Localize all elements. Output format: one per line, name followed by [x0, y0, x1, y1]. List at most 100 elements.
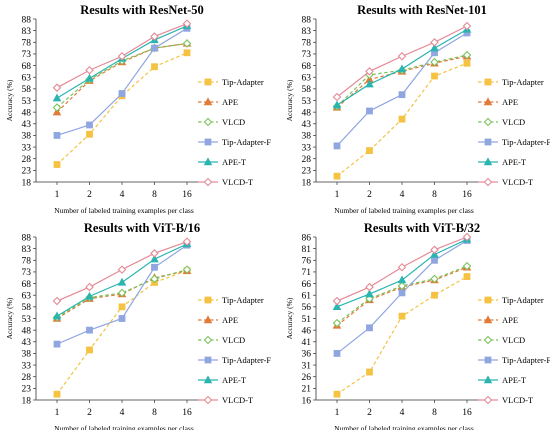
chart-panel-2: Results with ResNet-10118232833384348535…: [285, 3, 550, 215]
data-point: [85, 282, 94, 292]
x-tick-label: 4: [400, 408, 405, 418]
data-point: [462, 21, 472, 31]
data-point: [151, 263, 158, 271]
y-tick-label: 53: [22, 315, 32, 325]
y-tick-label: 43: [302, 120, 312, 130]
data-point: [151, 44, 158, 52]
legend-marker: [483, 395, 493, 405]
legend-label: APE: [502, 97, 518, 107]
data-point: [52, 311, 62, 320]
legend-marker: [483, 375, 493, 384]
data-point: [182, 39, 192, 48]
y-tick-label: 43: [22, 120, 32, 130]
chart-title: Results with ViT-B/16: [84, 221, 200, 235]
legend-marker: [483, 97, 493, 106]
series-ape-t: [52, 21, 192, 102]
chart-panel-1: Results with ResNet-50182328333843485358…: [5, 3, 271, 215]
series-vlcd: [332, 261, 472, 328]
legend-label: Tip-Adapter-F: [502, 137, 550, 147]
x-tick-label: 1: [335, 190, 340, 200]
data-point: [365, 67, 374, 76]
y-tick-label: 53: [22, 97, 32, 107]
y-tick-label: 23: [22, 385, 32, 395]
legend-label: VLCD-T: [222, 395, 254, 405]
y-tick-label: 38: [22, 132, 32, 142]
series-vlcd-t: [332, 232, 472, 306]
data-point: [365, 79, 374, 88]
series-ape: [332, 51, 472, 111]
series-line: [336, 265, 468, 324]
data-point: [53, 340, 61, 348]
legend-label: APE-T: [502, 375, 527, 385]
data-point: [85, 73, 94, 82]
series-line: [56, 27, 188, 136]
y-tick-label: 71: [302, 268, 312, 278]
legend-marker: [203, 97, 213, 106]
legend-marker: [203, 335, 213, 345]
y-tick-label: 63: [302, 74, 312, 84]
y-tick-label: 88: [22, 233, 32, 243]
legend-label: APE-T: [502, 157, 527, 167]
legend-label: Tip-Adapter-F: [222, 137, 271, 147]
y-tick-label: 23: [22, 167, 32, 177]
legend-marker: [483, 315, 493, 324]
y-tick-label: 73: [22, 50, 32, 60]
y-tick-label: 28: [22, 373, 32, 383]
y-tick-label: 58: [22, 85, 32, 95]
y-tick-label: 68: [22, 280, 32, 290]
data-point: [182, 19, 192, 28]
y-tick-label: 88: [302, 15, 312, 25]
data-point: [398, 115, 406, 123]
data-point: [118, 303, 126, 311]
x-tick-label: 4: [120, 408, 125, 418]
legend-label: APE: [222, 315, 238, 325]
x-tick-label: 1: [55, 408, 60, 418]
data-point: [462, 50, 472, 60]
data-point: [182, 265, 192, 274]
data-point: [397, 262, 407, 272]
data-point: [398, 289, 406, 297]
data-point: [118, 90, 126, 97]
y-tick-label: 21: [302, 385, 312, 395]
chart-panel-4: Results with ViT-B/321621263136414651566…: [285, 221, 550, 430]
legend-marker: [203, 395, 213, 405]
series-line: [336, 266, 468, 326]
y-tick-label: 33: [302, 143, 312, 153]
legend-label: APE-T: [222, 375, 247, 385]
y-tick-label: 61: [302, 292, 312, 302]
y-axis-label: Accuracy (%): [285, 79, 294, 121]
legend: Tip-Adapter APE VLCD Tip-Adapter-F APE-T VLCD…: [198, 77, 271, 187]
series-vlcd-t: [52, 237, 192, 306]
series-tip-adapter: [333, 59, 471, 180]
series-tip-adapter-f: [53, 24, 191, 139]
x-tick-label: 2: [367, 190, 372, 200]
legend-marker: [203, 375, 213, 384]
series-ape-t: [332, 24, 472, 109]
legend-marker: [484, 138, 492, 146]
data-point: [332, 100, 342, 109]
series-tip-adapter: [53, 267, 191, 398]
series-vlcd-t: [332, 21, 472, 102]
data-point: [333, 172, 341, 180]
y-tick-label: 83: [22, 27, 32, 37]
y-tick-label: 18: [22, 178, 32, 188]
data-point: [85, 65, 94, 75]
series-line: [336, 25, 468, 98]
legend-label: APE: [502, 315, 518, 325]
series-line: [56, 270, 188, 320]
y-tick-label: 48: [22, 108, 32, 118]
legend-marker: [203, 177, 213, 187]
data-point: [117, 265, 127, 274]
legend-label: VLCD: [222, 117, 245, 127]
data-point: [52, 103, 62, 112]
y-tick-label: 81: [302, 245, 312, 255]
data-point: [430, 38, 439, 47]
y-tick-label: 38: [22, 350, 32, 360]
data-point: [150, 274, 159, 284]
legend-label: APE: [222, 97, 238, 107]
data-point: [333, 142, 341, 150]
y-tick-label: 33: [22, 143, 32, 153]
y-tick-label: 33: [22, 361, 32, 371]
y-tick-label: 86: [302, 233, 312, 243]
